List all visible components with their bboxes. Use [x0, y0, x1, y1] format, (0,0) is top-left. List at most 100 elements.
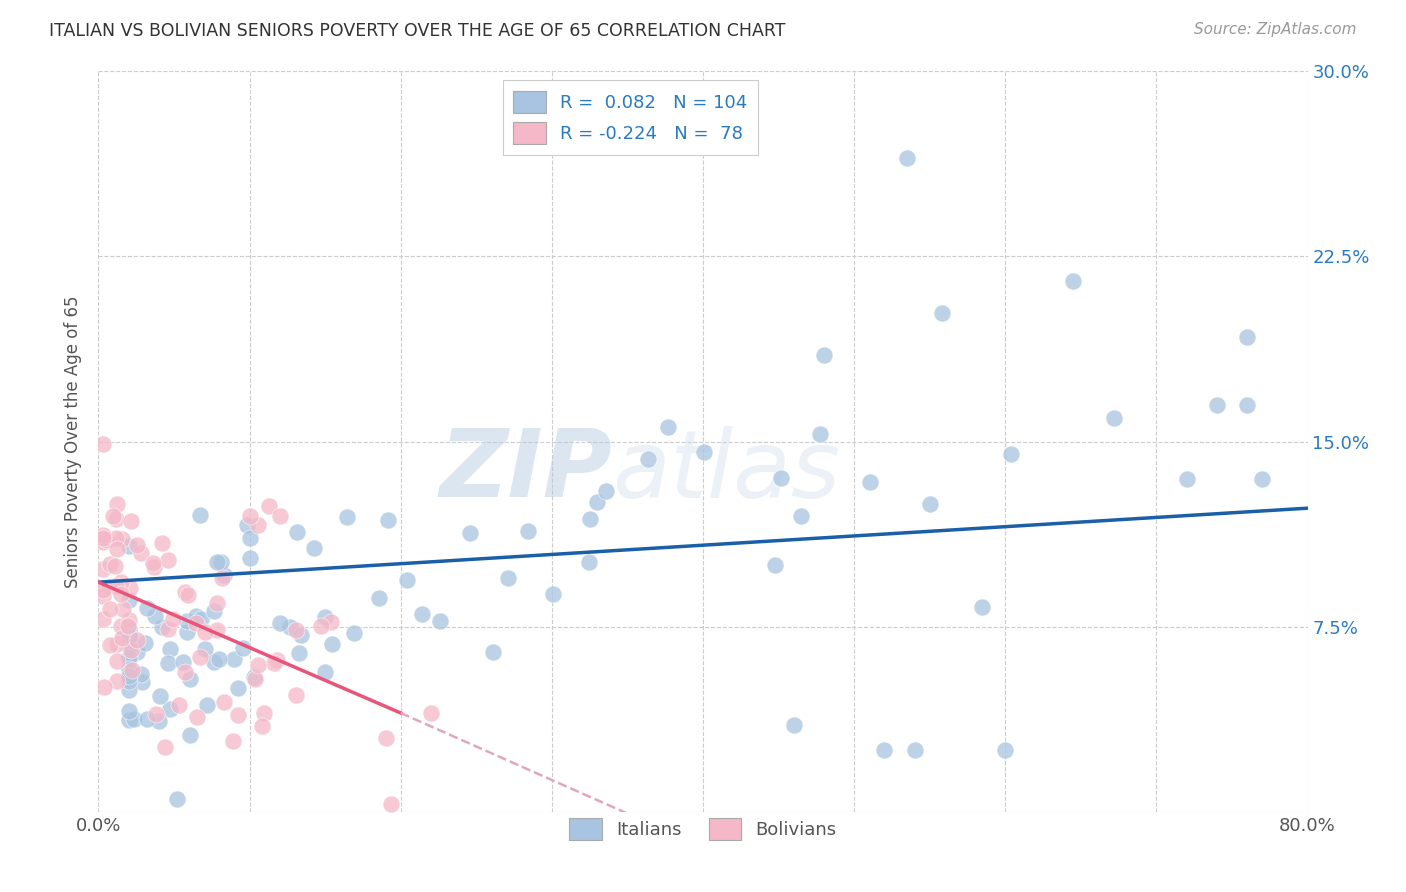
Point: [194, 641, 217, 656]
Point: [98, 602, 121, 616]
Point: [173, 665, 195, 680]
Point: [368, 591, 391, 605]
Point: [105, 541, 128, 556]
Point: [246, 518, 269, 533]
Point: [239, 531, 262, 545]
Point: [91, 612, 114, 626]
Point: [194, 624, 217, 639]
Point: [374, 731, 396, 745]
Point: [118, 623, 141, 637]
Point: [124, 712, 146, 726]
Point: [118, 669, 141, 683]
Point: [136, 601, 159, 615]
Point: [994, 743, 1017, 757]
Point: [129, 666, 152, 681]
Point: [91, 528, 114, 542]
Point: [321, 638, 343, 652]
Point: [188, 508, 211, 523]
Point: [118, 581, 141, 595]
Point: [250, 719, 273, 733]
Point: [118, 704, 141, 718]
Y-axis label: Seniors Poverty Over the Age of 65: Seniors Poverty Over the Age of 65: [65, 295, 83, 588]
Point: [131, 674, 153, 689]
Point: [290, 628, 312, 642]
Point: [541, 587, 564, 601]
Point: [127, 632, 149, 647]
Point: [91, 589, 114, 603]
Point: [188, 649, 211, 664]
Point: [179, 727, 201, 741]
Point: [1236, 398, 1258, 412]
Point: [118, 539, 141, 553]
Point: [1206, 398, 1229, 412]
Point: [176, 624, 198, 639]
Point: [517, 524, 540, 538]
Point: [186, 710, 208, 724]
Point: [770, 471, 793, 485]
Point: [205, 596, 228, 610]
Point: [1000, 447, 1022, 461]
Point: [120, 643, 142, 657]
Point: [176, 614, 198, 628]
Point: [243, 670, 266, 684]
Point: [179, 673, 201, 687]
Point: [211, 571, 233, 585]
Point: [970, 600, 993, 615]
Point: [97, 580, 120, 594]
Point: [578, 555, 600, 569]
Point: [207, 623, 229, 637]
Point: [117, 619, 139, 633]
Point: [302, 541, 325, 555]
Point: [98, 638, 121, 652]
Point: [314, 665, 336, 679]
Point: [105, 498, 128, 512]
Point: [172, 655, 194, 669]
Point: [107, 637, 129, 651]
Point: [143, 609, 166, 624]
Point: [221, 734, 243, 748]
Point: [266, 653, 288, 667]
Point: [96, 533, 118, 547]
Point: [136, 712, 159, 726]
Point: [931, 306, 953, 320]
Point: [595, 484, 617, 499]
Point: [285, 524, 308, 539]
Point: [429, 614, 451, 628]
Point: [118, 682, 141, 697]
Point: [263, 656, 285, 670]
Point: [496, 571, 519, 585]
Point: [585, 495, 607, 509]
Point: [202, 655, 225, 669]
Point: [143, 560, 166, 574]
Point: [111, 602, 134, 616]
Text: ZIP: ZIP: [440, 425, 613, 517]
Text: Source: ZipAtlas.com: Source: ZipAtlas.com: [1194, 22, 1357, 37]
Point: [91, 562, 114, 576]
Point: [482, 644, 505, 658]
Point: [118, 652, 141, 666]
Point: [236, 517, 259, 532]
Point: [208, 652, 231, 666]
Point: [896, 151, 918, 165]
Point: [257, 499, 280, 513]
Point: [813, 348, 835, 362]
Point: [127, 538, 149, 552]
Point: [343, 625, 366, 640]
Point: [204, 604, 226, 618]
Point: [149, 690, 172, 704]
Point: [285, 623, 308, 637]
Text: ITALIAN VS BOLIVIAN SENIORS POVERTY OVER THE AGE OF 65 CORRELATION CHART: ITALIAN VS BOLIVIAN SENIORS POVERTY OVER…: [49, 22, 786, 40]
Point: [91, 535, 114, 549]
Point: [269, 616, 291, 631]
Point: [162, 612, 184, 626]
Point: [104, 531, 127, 545]
Point: [278, 620, 301, 634]
Point: [166, 792, 188, 806]
Point: [150, 536, 173, 550]
Point: [129, 546, 152, 560]
Text: atlas: atlas: [613, 425, 841, 516]
Point: [155, 739, 177, 754]
Point: [118, 630, 141, 644]
Point: [105, 673, 128, 688]
Point: [110, 574, 132, 589]
